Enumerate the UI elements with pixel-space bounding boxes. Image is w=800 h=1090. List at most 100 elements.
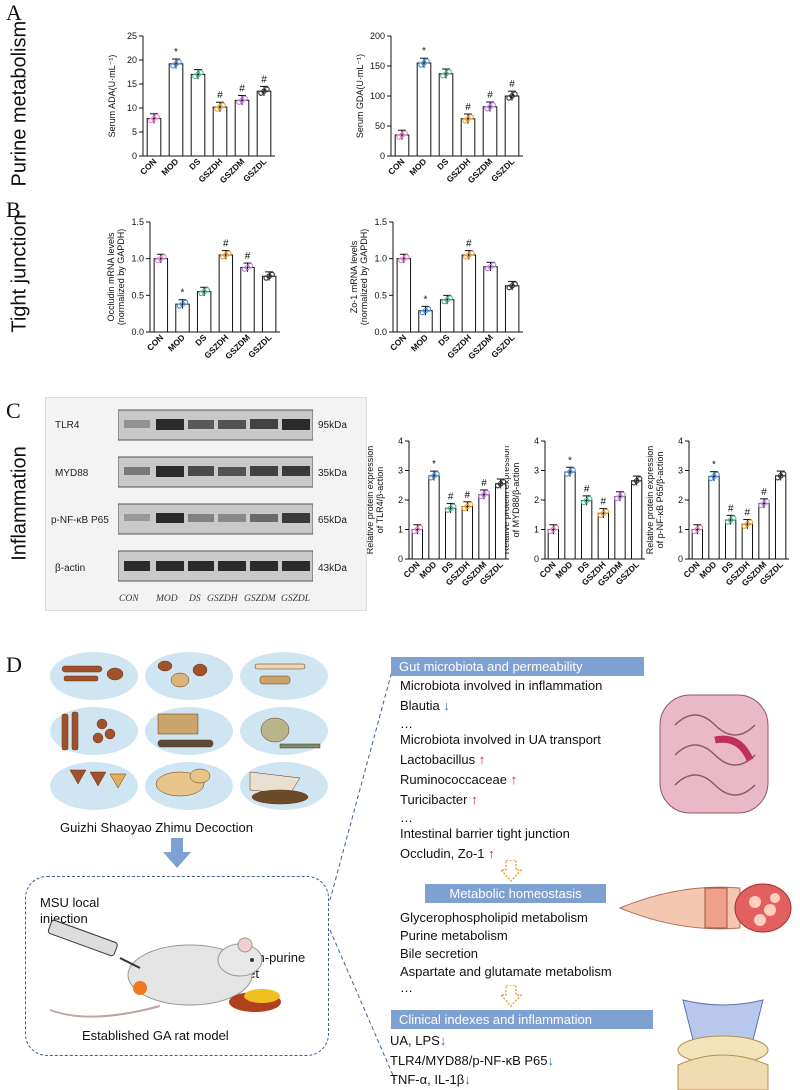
bar [775, 475, 787, 560]
y-tick-label: 100 [370, 91, 385, 101]
blot-kda-label: 35kDa [318, 468, 347, 479]
clinical-line: UA, LPS↓ [390, 1033, 447, 1048]
chart-ada: 0 5 10 15 20 25 Serum ADA(U·mL⁻¹) CON * MOD DS # GSZ… [107, 31, 275, 185]
down-arrow-icon [500, 860, 522, 882]
x-tick-label: GSZDL [489, 156, 516, 183]
y-axis-label: of TLR4/β-action [375, 467, 385, 534]
msu-label: MSU local [40, 895, 100, 910]
significance-label: # [509, 79, 515, 90]
y-axis-label: of p-NF-κB P65/β-action [655, 452, 665, 549]
x-tick-label: CON [401, 559, 421, 579]
data-point [747, 519, 754, 526]
panel-letter-b: B [6, 197, 21, 222]
x-tick-label: DS [193, 332, 209, 348]
significance-label: * [174, 47, 178, 58]
data-point [264, 86, 270, 93]
bar [212, 106, 228, 157]
blot-strip-p65 [118, 503, 313, 535]
data-point [450, 503, 457, 510]
section-label-tight: Tight junction [8, 214, 31, 333]
herb-drawings [61, 660, 321, 805]
blot-lane-label: CON [119, 594, 139, 604]
blot-lane-label: MOD [156, 594, 178, 604]
bar [725, 519, 737, 560]
bar [597, 512, 609, 560]
data-point [425, 306, 432, 312]
data-point [636, 476, 643, 482]
data-point [226, 250, 232, 256]
y-tick-label: 0.0 [374, 327, 387, 337]
data-point [603, 508, 610, 515]
bar [445, 507, 457, 560]
blot-lane-label: GSZDL [281, 594, 311, 604]
decoction-label: Guizhi Shaoyao Zhimu Decoction [60, 820, 253, 835]
gut-line: Lactobacillus ↑ [400, 752, 486, 767]
y-axis-label: Relative protein expression [645, 446, 655, 555]
band [282, 561, 310, 571]
bar [218, 254, 234, 333]
gut-line: Turicibacter ↑ [400, 792, 478, 807]
data-point [500, 479, 507, 485]
x-tick-label: CON [145, 332, 165, 352]
bar [416, 62, 432, 157]
data-point [714, 471, 720, 478]
blot-strip-tlr4 [118, 409, 313, 441]
bar [439, 299, 455, 333]
band [156, 561, 184, 571]
band [156, 419, 184, 430]
band [218, 514, 246, 522]
band [282, 466, 310, 476]
y-axis-label: (normalized by GAPDH) [359, 229, 369, 326]
y-tick-label: 1.0 [131, 254, 144, 264]
y-tick-label: 25 [127, 31, 137, 41]
x-tick-label: MOD [166, 332, 187, 353]
band [282, 513, 310, 523]
bar [631, 480, 643, 560]
down-arrow-icon: ↓ [439, 1033, 447, 1048]
data-point [434, 471, 440, 477]
data-point [570, 467, 576, 473]
data-point [468, 114, 474, 120]
panel-letter-a: A [6, 0, 22, 25]
significance-label: * [422, 46, 426, 57]
y-tick-label: 150 [370, 61, 385, 71]
model-label: Established GA rat model [82, 1028, 229, 1043]
blot-strip-myd88 [118, 456, 313, 488]
significance-label: # [487, 90, 493, 101]
chart-zo1: 0.0 0.5 1.0 1.5 Zo-1 mRNA levels (normalized … [349, 217, 523, 361]
band [250, 419, 278, 429]
y-tick-label: 4 [534, 436, 539, 446]
x-tick-label: CON [138, 156, 158, 176]
data-point [780, 471, 787, 477]
y-tick-label: 1.5 [374, 217, 387, 227]
significance-label: # [239, 84, 245, 95]
band [156, 513, 184, 523]
band [250, 561, 278, 571]
y-tick-label: 2 [534, 495, 539, 505]
y-tick-label: 20 [127, 55, 137, 65]
bar [461, 505, 473, 560]
bar [196, 291, 212, 333]
data-point [269, 271, 275, 278]
intestine-illustration [659, 694, 769, 814]
herb-image-grid [50, 652, 330, 817]
data-point [764, 498, 770, 505]
y-axis-label: (normalized by GAPDH) [116, 229, 126, 326]
metabolic-box: Metabolic homeostasis [425, 884, 606, 903]
y-tick-label: 4 [678, 436, 683, 446]
data-point [446, 69, 452, 75]
x-tick-label: MOD [417, 559, 438, 580]
blot-protein-label: β-actin [55, 563, 86, 574]
clinical-line: TNF-α, IL-1β↓ [390, 1072, 471, 1087]
x-tick-label: CON [386, 156, 406, 176]
bar [708, 475, 720, 560]
band [124, 561, 150, 571]
bar [482, 106, 498, 157]
y-tick-label: 15 [127, 79, 137, 89]
data-point [512, 281, 518, 287]
x-tick-label: CON [388, 332, 408, 352]
y-tick-label: 50 [375, 121, 385, 131]
y-tick-label: 4 [398, 436, 403, 446]
x-tick-label: GSZDL [489, 332, 516, 359]
